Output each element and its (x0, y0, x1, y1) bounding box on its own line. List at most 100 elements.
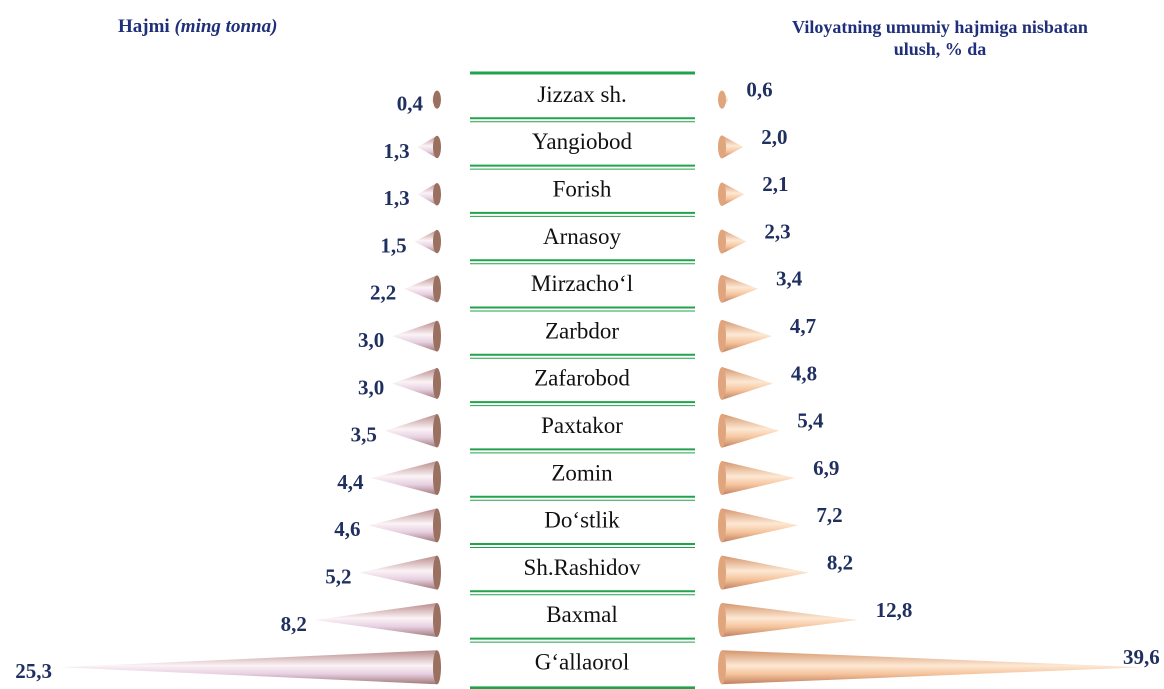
cone (718, 602, 858, 637)
cone-body (722, 229, 747, 254)
category-label: Zomin (551, 460, 613, 485)
cone-body (722, 182, 745, 206)
cone-base (433, 135, 441, 159)
cone-base (718, 319, 726, 353)
value-label: 39,6 (1123, 645, 1160, 669)
category-label: Mirzacho‘l (531, 271, 633, 296)
value-label: 1,3 (383, 186, 409, 210)
left-title: Hajmi (ming tonna) (118, 16, 277, 38)
value-label: 4,7 (790, 314, 816, 338)
cone-base (433, 229, 441, 254)
cone-base (718, 461, 726, 496)
cone (314, 602, 441, 637)
cone-body (384, 414, 437, 448)
value-label: 5,4 (797, 409, 824, 433)
cone (718, 90, 729, 109)
value-label: 1,5 (380, 233, 406, 257)
cone-body (414, 229, 437, 254)
cone (404, 275, 441, 303)
value-label: 3,5 (351, 423, 377, 447)
cone-base (433, 183, 441, 206)
value-label: 5,2 (325, 564, 351, 588)
cone-base (433, 275, 441, 303)
category-label: Zafarobod (534, 366, 630, 391)
category-label: Baxmal (546, 602, 618, 627)
value-label: 8,2 (827, 550, 853, 574)
cone-body (417, 135, 437, 159)
value-label: 4,6 (334, 517, 360, 541)
cone-base (433, 320, 441, 352)
cone-base (718, 650, 726, 685)
category-label: Zarbdor (545, 318, 619, 343)
cone-base (718, 90, 726, 109)
cone (417, 135, 441, 159)
value-label: 1,3 (383, 139, 409, 163)
cone (718, 555, 809, 590)
value-label: 25,3 (15, 659, 52, 683)
category-label: Yangiobod (532, 129, 632, 154)
value-label: 2,0 (761, 125, 787, 149)
cone-base (718, 366, 726, 400)
cone-body (359, 555, 437, 590)
cone-body (722, 319, 772, 353)
cone-body (722, 366, 773, 400)
cone (359, 555, 441, 590)
cone-body (404, 275, 437, 303)
cone (60, 650, 441, 685)
cone-base (433, 368, 441, 399)
cone (392, 368, 441, 399)
cone-body (417, 183, 437, 206)
cone (414, 229, 441, 254)
cone (368, 508, 441, 543)
cone-base (718, 135, 726, 159)
cone (718, 229, 747, 254)
cone-base (433, 555, 441, 590)
value-label: 6,9 (813, 456, 839, 480)
cone (718, 650, 1142, 685)
value-label: 3,0 (358, 375, 384, 399)
cone (371, 461, 441, 496)
cone-base (433, 461, 441, 496)
cone (431, 90, 441, 109)
value-label: 2,2 (370, 281, 396, 305)
cone-base (718, 508, 726, 543)
cone-body (722, 413, 780, 448)
value-label: 7,2 (816, 503, 842, 527)
value-label: 4,4 (337, 470, 364, 494)
value-label: 4,8 (791, 361, 817, 385)
value-label: 0,4 (397, 91, 424, 115)
cone (417, 183, 441, 206)
cone-base (718, 229, 726, 254)
cone (718, 508, 799, 543)
category-label: Paxtakor (541, 413, 623, 438)
cone (384, 414, 441, 448)
cone-body (722, 135, 744, 159)
value-label: 3,0 (358, 328, 384, 352)
cone-body (722, 461, 796, 496)
cone (718, 182, 745, 206)
cone-body (722, 508, 799, 543)
cone-base (433, 650, 441, 685)
cone (718, 135, 744, 159)
category-label: Do‘stlik (544, 508, 620, 533)
value-label: 8,2 (281, 612, 307, 636)
cone-body (60, 650, 437, 685)
category-label: Jizzax sh. (537, 82, 626, 107)
cone-base (433, 414, 441, 448)
right-title: Viloyatning umumiy hajmiga nisbatan ulus… (792, 17, 1088, 59)
cone-body (722, 555, 809, 590)
cone-body (722, 602, 858, 637)
cone (718, 274, 759, 303)
category-label: Arnasoy (543, 224, 621, 249)
cone-body (371, 461, 437, 496)
cone-base (433, 90, 441, 109)
cone (392, 320, 441, 352)
cone-base (433, 508, 441, 543)
cone (718, 366, 773, 400)
category-label: Forish (553, 177, 612, 202)
value-label: 2,3 (764, 219, 790, 243)
category-label: Sh.Rashidov (524, 555, 641, 580)
left-title-text: Hajmi (118, 16, 170, 37)
